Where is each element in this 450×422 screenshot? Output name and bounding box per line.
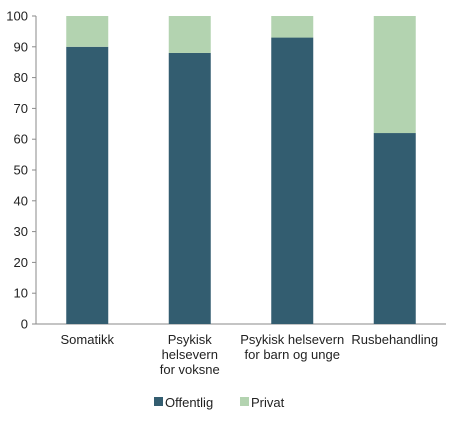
y-tick-label: 70	[14, 101, 28, 116]
legend-swatch-offentlig	[154, 397, 163, 406]
bar-segment-privat	[66, 16, 109, 47]
y-tick-label: 20	[14, 255, 28, 270]
legend-label-offentlig: Offentlig	[165, 395, 213, 410]
y-tick-label: 10	[14, 286, 28, 301]
bar-segment-offentlig	[271, 37, 314, 325]
y-tick-label: 30	[14, 224, 28, 239]
bar-segment-offentlig	[66, 46, 109, 325]
x-category-label: Rusbehandling	[351, 332, 438, 347]
x-category-label: Psykisk helsevern for voksne	[160, 332, 220, 377]
bar-segment-offentlig	[373, 133, 416, 324]
y-tick-label: 90	[14, 39, 28, 54]
y-axis-ticks: 0 10 20 30 40 50 60 70 80 90 100	[6, 9, 36, 332]
x-category-label: Psykisk helsevern for barn og unge	[240, 332, 344, 362]
legend-swatch-privat	[240, 397, 249, 406]
legend-label-privat: Privat	[251, 395, 285, 410]
chart-bars	[66, 16, 416, 325]
x-axis-categories: Somatikk Psykisk helsevern for voksne Psykis…	[61, 332, 439, 377]
y-tick-label: 80	[14, 70, 28, 85]
chart-legend: Offentlig Privat	[154, 395, 285, 410]
y-tick-label: 100	[6, 9, 28, 24]
y-tick-label: 40	[14, 193, 28, 208]
y-tick-label: 0	[21, 317, 28, 332]
bar-segment-privat	[271, 16, 314, 38]
y-tick-label: 60	[14, 132, 28, 147]
bar-segment-privat	[168, 16, 211, 53]
y-tick-label: 50	[14, 163, 28, 178]
bar-segment-privat	[373, 16, 416, 134]
x-category-label: Somatikk	[61, 332, 115, 347]
bar-segment-offentlig	[168, 52, 211, 325]
